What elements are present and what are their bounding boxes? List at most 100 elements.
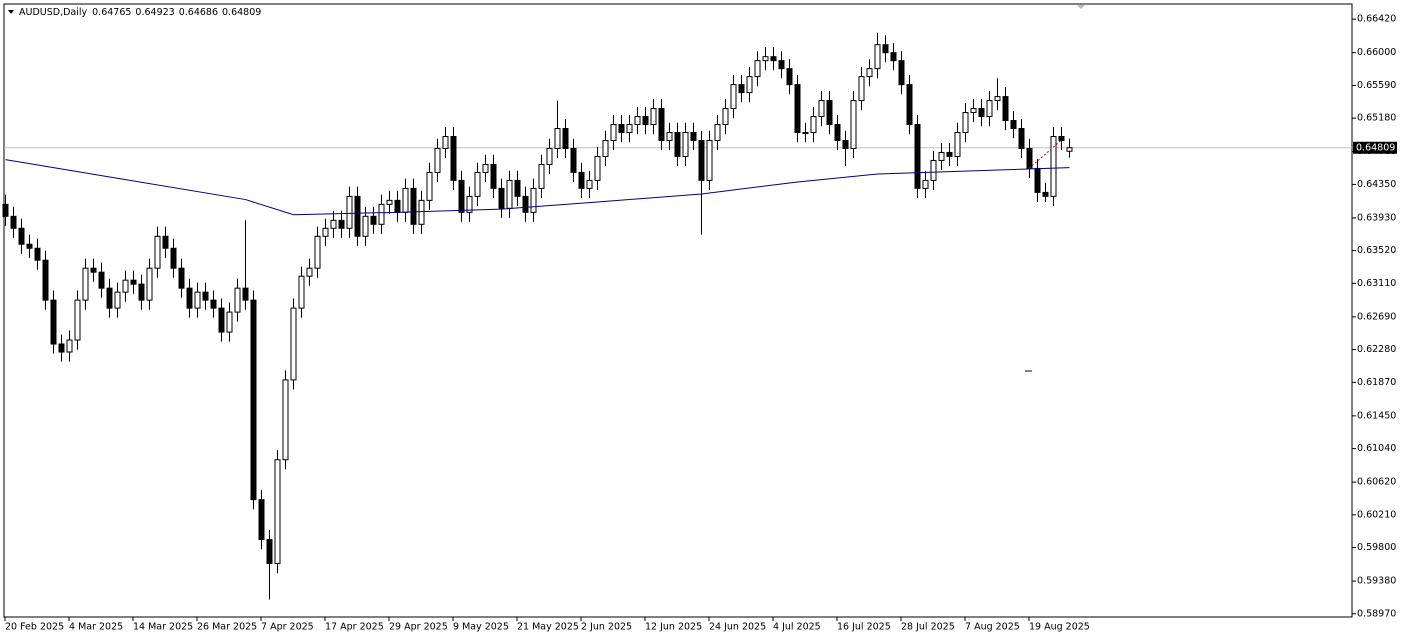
candle-body (18, 227, 25, 245)
candle-body (570, 147, 577, 173)
price-label-bg (1353, 141, 1397, 154)
menu-arrow[interactable] (8, 10, 14, 14)
candle-body (322, 227, 329, 237)
candle-body (138, 283, 145, 301)
candle-body (122, 279, 129, 293)
candle-body (482, 163, 489, 173)
candle-body (106, 287, 113, 309)
y-tick-label: 0.63930 (1357, 212, 1396, 223)
candle-body (730, 84, 737, 110)
candle-body (186, 287, 193, 309)
candle-body (986, 100, 993, 118)
y-tick-label: 0.59800 (1357, 542, 1396, 553)
candle-body (98, 271, 105, 289)
candle-body (290, 307, 297, 381)
candle-body (754, 60, 761, 78)
candle-body (418, 199, 425, 225)
candle-body (218, 307, 225, 333)
candle-body (378, 203, 385, 225)
candle-body (242, 287, 249, 301)
candle-body (882, 44, 889, 54)
candle-body (514, 179, 521, 197)
candle-body (330, 219, 337, 229)
y-tick-label: 0.63520 (1357, 245, 1396, 256)
candle-body (26, 243, 33, 249)
candle-body (146, 267, 153, 301)
candle-body (546, 147, 553, 165)
candle-body (890, 52, 897, 62)
candle-body (154, 235, 161, 269)
candle-body (642, 116, 649, 126)
candle-body (1066, 147, 1073, 152)
candle-body (434, 147, 441, 173)
x-tick-label: 7 Apr 2025 (261, 622, 314, 633)
candle-body (842, 139, 849, 149)
candle-body (314, 235, 321, 269)
candle-body (562, 128, 569, 149)
candle-body (802, 132, 809, 135)
candle-body (490, 163, 497, 189)
x-tick-label: 14 Mar 2025 (133, 622, 193, 633)
y-tick-label: 0.66000 (1357, 47, 1396, 58)
candle-body (2, 203, 9, 217)
x-tick-label: 21 May 2025 (517, 622, 579, 633)
candle-body (778, 60, 785, 70)
candle-body (74, 299, 81, 341)
x-tick-label: 2 Jun 2025 (581, 622, 632, 633)
candle-body (282, 379, 289, 461)
candle-body (202, 291, 209, 301)
candle-body (538, 163, 545, 189)
chart-title: AUDUSD,Daily (19, 7, 88, 18)
y-tick-label: 0.61870 (1357, 377, 1396, 388)
candle-body (274, 459, 281, 565)
candle-body (722, 108, 729, 126)
candle-body (10, 215, 17, 229)
x-tick-label: 9 May 2025 (453, 622, 509, 633)
candle-body (362, 215, 369, 237)
candle-body (42, 259, 49, 301)
close-value: 0.64809 (222, 7, 261, 18)
candle-body (650, 108, 657, 126)
candle-body (114, 291, 121, 309)
candle-body (1042, 191, 1049, 197)
candle-body (498, 187, 505, 209)
candle-body (618, 124, 625, 134)
candle-body (818, 100, 825, 118)
x-tick-label: 4 Mar 2025 (69, 622, 123, 633)
candle-body (994, 96, 1001, 102)
y-tick-label: 0.65180 (1357, 113, 1396, 124)
candle-body (258, 499, 265, 541)
x-tick-label: 7 Aug 2025 (965, 622, 1020, 633)
x-tick-label: 26 Mar 2025 (197, 622, 257, 633)
y-tick-label: 0.61450 (1357, 410, 1396, 421)
candle-body (906, 84, 913, 126)
candle-body (634, 116, 641, 126)
candle-body (770, 56, 777, 62)
y-tick-label: 0.60210 (1357, 509, 1396, 520)
candle-body (370, 215, 377, 225)
candle-body (250, 299, 257, 501)
y-tick-label: 0.61040 (1357, 443, 1396, 454)
candle-body (898, 60, 905, 86)
candle-body (466, 195, 473, 213)
candle-body (338, 219, 345, 229)
candle-body (346, 195, 353, 229)
candle-body (554, 128, 561, 149)
y-tick-label: 0.66420 (1357, 14, 1396, 25)
candle-body (66, 339, 73, 353)
y-tick-label: 0.65590 (1357, 80, 1396, 91)
candle-body (978, 108, 985, 118)
candle-body (1050, 135, 1057, 197)
candle-body (930, 159, 937, 181)
x-tick-label: 19 Aug 2025 (1029, 622, 1090, 633)
y-tick-label: 0.63110 (1357, 278, 1396, 289)
candle-body (450, 135, 457, 181)
candle-body (354, 195, 361, 237)
candle-body (506, 179, 513, 209)
x-tick-label: 17 Apr 2025 (325, 622, 384, 633)
candle-body (674, 132, 681, 157)
candle-body (586, 179, 593, 189)
candle-body (954, 132, 961, 157)
x-tick-label: 4 Jul 2025 (773, 622, 821, 633)
